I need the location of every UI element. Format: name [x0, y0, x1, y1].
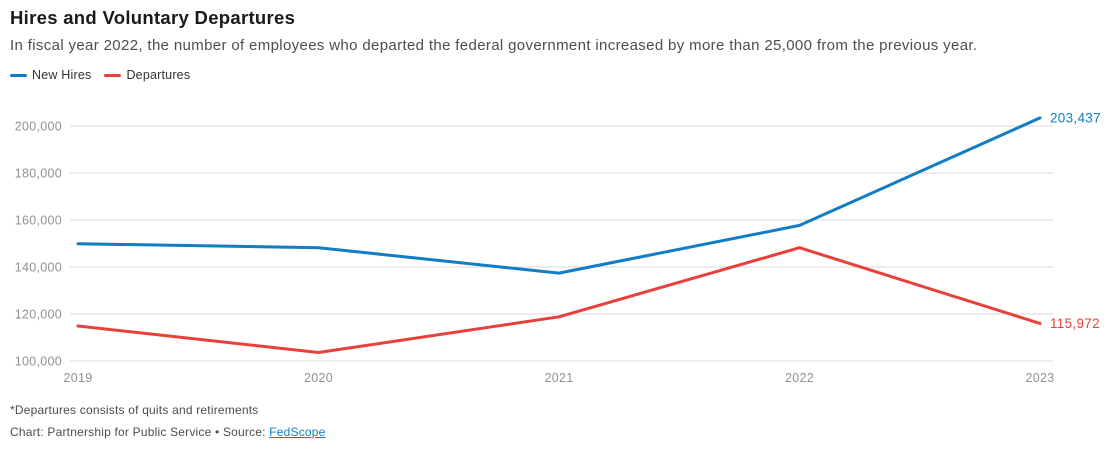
line-chart-svg: 100,000 120,000 140,000 160,000 180,000 200,0… — [15, 110, 1101, 385]
x-tick-label: 2021 — [544, 371, 573, 385]
series-line-departures — [76, 246, 1042, 355]
legend-item-departures: Departures — [104, 68, 190, 82]
source-link[interactable]: FedScope — [269, 425, 326, 439]
legend: New Hires Departures — [10, 68, 190, 82]
y-tick-label: 180,000 — [15, 167, 62, 181]
legend-label-departures: Departures — [126, 68, 191, 82]
y-tick-label: 200,000 — [15, 120, 62, 134]
series-end-label-new-hires: 203,437 — [1050, 110, 1101, 125]
y-tick-label: 100,000 — [15, 355, 62, 369]
y-tick-label: 120,000 — [15, 308, 62, 322]
chart-footnote: *Departures consists of quits and retire… — [10, 403, 259, 417]
chart-title: Hires and Voluntary Departures — [10, 7, 296, 28]
series-line-new-hires — [76, 116, 1042, 275]
y-tick-label: 140,000 — [15, 261, 62, 275]
x-tick-label: 2020 — [304, 371, 333, 385]
chart-credit: Chart: Partnership for Public Service • … — [10, 425, 326, 439]
legend-label-new-hires: New Hires — [32, 68, 92, 82]
y-tick-label: 160,000 — [15, 214, 62, 228]
x-tick-label: 2023 — [1025, 371, 1054, 385]
legend-swatch-new-hires — [10, 73, 27, 77]
legend-swatch-departures — [104, 73, 122, 77]
credit-text: Chart: Partnership for Public Service • … — [10, 425, 270, 439]
x-tick-label: 2022 — [785, 371, 814, 385]
legend-item-new-hires: New Hires — [10, 68, 91, 82]
x-tick-label: 2019 — [63, 371, 92, 385]
chart-subtitle: In fiscal year 2022, the number of emplo… — [10, 37, 978, 54]
series-end-label-departures: 115,972 — [1050, 316, 1100, 331]
